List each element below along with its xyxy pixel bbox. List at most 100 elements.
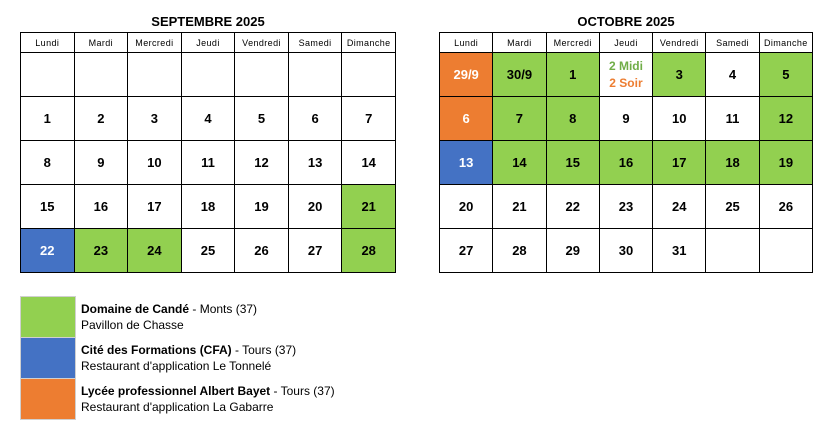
day-cell: 27 bbox=[438, 228, 494, 273]
day-cell: 18 bbox=[705, 140, 760, 185]
day-cell: 10 bbox=[652, 96, 707, 141]
day-cell: 28 bbox=[492, 228, 547, 273]
day-cell: 1 bbox=[545, 52, 600, 97]
weekday-header: Mardi bbox=[492, 32, 547, 53]
day-cell: 30 bbox=[598, 228, 654, 273]
weekday-header: Vendredi bbox=[652, 32, 707, 53]
day-cell: 3 bbox=[652, 52, 707, 97]
day-cell bbox=[127, 52, 182, 97]
day-cell: 17 bbox=[127, 184, 182, 229]
day-cell: 31 bbox=[652, 228, 707, 273]
day-cell: 23 bbox=[73, 228, 129, 273]
weekday-header: Jeudi bbox=[598, 32, 654, 53]
legend-venue-place: - Monts (37) bbox=[189, 302, 258, 316]
legend-venue-place: - Tours (37) bbox=[270, 384, 335, 398]
week-row: 13 14 15 16 17 18 19 bbox=[438, 140, 814, 185]
day-cell: 7 bbox=[341, 96, 396, 141]
weekday-row: Lundi Mardi Mercredi Jeudi Vendredi Samedi Dim… bbox=[20, 32, 396, 53]
week-row: 29/9 30/9 1 2 Midi 2 Soir 3 4 5 bbox=[438, 52, 814, 97]
day-cell: 23 bbox=[598, 184, 654, 229]
day-cell: 2 Midi 2 Soir bbox=[598, 52, 654, 97]
day-cell: 5 bbox=[758, 52, 814, 97]
day-cell: 29 bbox=[545, 228, 600, 273]
day-cell-soir: 2 Soir bbox=[609, 75, 643, 90]
legend-venue-detail: Restaurant d'application Le Tonnelé bbox=[81, 359, 272, 373]
legend-venue-name: Lycée professionnel Albert Bayet bbox=[81, 384, 271, 398]
legend-venue-place: - Tours (37) bbox=[231, 343, 297, 357]
weekday-header-row: Lundi Mardi Mercredi Jeudi Vendredi Samedi Dim… bbox=[20, 32, 396, 53]
day-cell: 11 bbox=[705, 96, 760, 141]
weekday-header: Mercredi bbox=[545, 32, 600, 53]
weekday-header: Samedi bbox=[705, 32, 760, 53]
week-row: 20 21 22 23 24 25 26 bbox=[438, 184, 814, 229]
calendar-october: OCTOBRE 2025 Lundi Mardi Mercredi Jeudi Vend… bbox=[438, 8, 814, 273]
week-row bbox=[20, 52, 396, 97]
day-cell bbox=[758, 228, 814, 273]
legend-item-orange: Lycée professionnel Albert Bayet - Tours… bbox=[20, 378, 335, 420]
legend-text: Cité des Formations (CFA) - Tours (37) R… bbox=[76, 338, 335, 379]
day-cell: 10 bbox=[127, 140, 182, 185]
legend-swatch-orange bbox=[20, 378, 76, 420]
weekday-header: Lundi bbox=[20, 32, 75, 53]
day-cell: 13 bbox=[438, 140, 494, 185]
day-cell: 25 bbox=[705, 184, 760, 229]
day-cell bbox=[287, 52, 343, 97]
weekday-header: Dimanche bbox=[341, 32, 396, 53]
day-cell: 9 bbox=[598, 96, 654, 141]
day-cell: 7 bbox=[492, 96, 547, 141]
legend-text: Domaine de Candé - Monts (37) Pavillon d… bbox=[76, 297, 335, 338]
day-cell: 1 bbox=[20, 96, 75, 141]
day-cell: 22 bbox=[545, 184, 600, 229]
legend-venue-name: Cité des Formations (CFA) bbox=[81, 343, 232, 357]
day-cell: 16 bbox=[598, 140, 654, 185]
legend-swatch-blue bbox=[20, 337, 76, 379]
weekday-header: Mercredi bbox=[127, 32, 182, 53]
day-cell: 8 bbox=[20, 140, 75, 185]
day-cell: 20 bbox=[287, 184, 343, 229]
day-cell bbox=[73, 52, 129, 97]
day-cell: 26 bbox=[234, 228, 289, 273]
weekday-header: Mardi bbox=[73, 32, 129, 53]
day-cell: 17 bbox=[652, 140, 707, 185]
weekday-header: Lundi bbox=[438, 32, 494, 53]
calendar-body: 1 2 3 4 5 6 7 8 9 10 11 12 13 14 15 16 17 18 19 20 21 22 23 24 2… bbox=[20, 52, 396, 273]
week-row: 22 23 24 25 26 27 28 bbox=[20, 228, 396, 273]
day-cell: 19 bbox=[234, 184, 289, 229]
legend-venue-name: Domaine de Candé bbox=[81, 302, 190, 316]
day-cell bbox=[180, 52, 236, 97]
day-cell: 22 bbox=[20, 228, 75, 273]
weekday-header: Jeudi bbox=[180, 32, 236, 53]
weekday-header: Samedi bbox=[287, 32, 343, 53]
day-cell: 14 bbox=[492, 140, 547, 185]
day-cell bbox=[341, 52, 396, 97]
legend-text: Lycée professionnel Albert Bayet - Tours… bbox=[76, 379, 335, 420]
day-cell: 4 bbox=[180, 96, 236, 141]
day-cell: 6 bbox=[438, 96, 494, 141]
day-cell: 3 bbox=[127, 96, 182, 141]
calendar-title: SEPTEMBRE 2025 bbox=[151, 14, 265, 29]
legend-item-green: Domaine de Candé - Monts (37) Pavillon d… bbox=[20, 296, 335, 338]
day-cell: 15 bbox=[20, 184, 75, 229]
day-cell: 13 bbox=[287, 140, 343, 185]
day-cell: 11 bbox=[180, 140, 236, 185]
legend-swatch-green bbox=[20, 296, 76, 338]
day-cell: 19 bbox=[758, 140, 814, 185]
calendar-grid: Lundi Mardi Mercredi Jeudi Vendredi Samedi Dim… bbox=[20, 32, 396, 273]
day-cell: 25 bbox=[180, 228, 236, 273]
day-cell: 14 bbox=[341, 140, 396, 185]
weekday-header: Dimanche bbox=[758, 32, 814, 53]
week-row: 6 7 8 9 10 11 12 bbox=[438, 96, 814, 141]
calendar-body: 29/9 30/9 1 2 Midi 2 Soir 3 4 5 6 7 8 9 10 11 12 13 14 15… bbox=[438, 52, 814, 273]
week-row: 8 9 10 11 12 13 14 bbox=[20, 140, 396, 185]
day-cell: 29/9 bbox=[438, 52, 494, 97]
day-cell: 15 bbox=[545, 140, 600, 185]
day-cell: 21 bbox=[341, 184, 396, 229]
day-cell: 21 bbox=[492, 184, 547, 229]
week-row: 15 16 17 18 19 20 21 bbox=[20, 184, 396, 229]
day-cell: 5 bbox=[234, 96, 289, 141]
day-cell: 16 bbox=[73, 184, 129, 229]
day-cell: 28 bbox=[341, 228, 396, 273]
day-cell: 4 bbox=[705, 52, 760, 97]
day-cell: 12 bbox=[234, 140, 289, 185]
